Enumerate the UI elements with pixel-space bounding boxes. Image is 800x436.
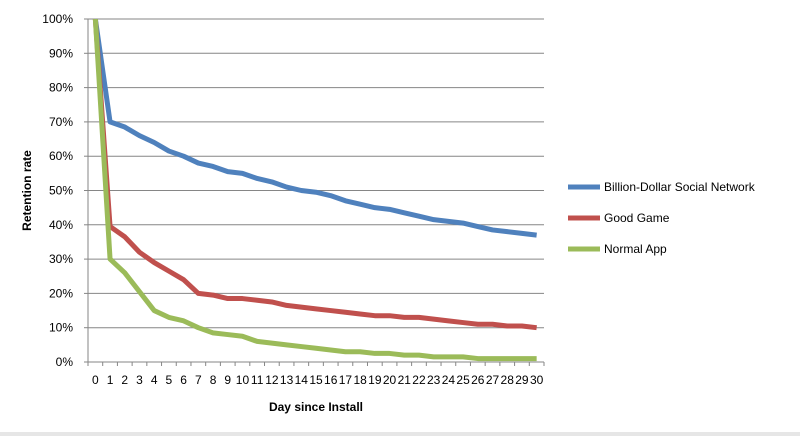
x-tick-label: 0 <box>92 373 99 387</box>
x-tick-label: 1 <box>107 373 114 387</box>
y-tick-label: 40% <box>49 218 73 232</box>
y-tick-label: 90% <box>49 46 73 60</box>
x-axis-title: Day since Install <box>269 400 363 414</box>
x-tick-label: 18 <box>353 373 367 387</box>
y-tick-label: 50% <box>49 184 73 198</box>
x-tick-label: 25 <box>456 373 470 387</box>
x-tick-label: 3 <box>136 373 143 387</box>
x-tick-label: 14 <box>295 373 309 387</box>
axes: 0%10%20%30%40%50%60%70%80%90%100%0 1 2 3 4 5 6… <box>42 12 545 387</box>
x-tick-label: 19 <box>368 373 382 387</box>
series-line-3 <box>92 18 537 362</box>
y-tick-label: 10% <box>49 321 73 335</box>
x-tick-label: 13 <box>280 373 294 387</box>
y-tick-label: 80% <box>49 81 73 95</box>
legend-item: Good Game <box>568 211 670 225</box>
x-tick-label: 2 <box>121 373 128 387</box>
x-tick-label: 22 <box>412 373 426 387</box>
x-tick-label: 28 <box>501 373 515 387</box>
legend-label: Good Game <box>604 211 670 225</box>
y-tick-label: 60% <box>49 149 73 163</box>
x-tick-label: 15 <box>309 373 323 387</box>
legend-label: Normal App <box>604 242 667 256</box>
x-tick-label: 29 <box>515 373 529 387</box>
legend-label: Billion-Dollar Social Network <box>604 180 756 194</box>
y-tick-label: 70% <box>49 115 73 129</box>
x-tick-label: 4 <box>151 373 158 387</box>
series-line-2 <box>92 18 537 331</box>
x-tick-label: 26 <box>471 373 485 387</box>
x-tick-label: 12 <box>265 373 279 387</box>
legend-item: Normal App <box>568 242 667 256</box>
x-tick-label: 23 <box>427 373 441 387</box>
series-lines <box>92 18 537 362</box>
legend: Billion-Dollar Social Network Good Game No… <box>568 180 756 256</box>
x-tick-label: 24 <box>442 373 456 387</box>
y-tick-label: 20% <box>49 286 73 300</box>
x-tick-label: 16 <box>324 373 338 387</box>
x-tick-label: 10 <box>236 373 250 387</box>
x-tick-label: 27 <box>486 373 500 387</box>
y-tick-label: 30% <box>49 252 73 266</box>
x-tick-label: 30 <box>530 373 544 387</box>
x-tick-label: 5 <box>166 373 173 387</box>
x-tick-label: 8 <box>210 373 217 387</box>
series-line-1 <box>92 18 537 238</box>
x-tick-label: 9 <box>224 373 231 387</box>
x-tick-label: 11 <box>251 373 264 387</box>
y-tick-label: 0% <box>56 355 74 369</box>
x-tick-label: 20 <box>383 373 397 387</box>
bottom-edge <box>0 432 800 436</box>
x-tick-label: 6 <box>180 373 187 387</box>
x-tick-label: 7 <box>195 373 202 387</box>
y-tick-label: 100% <box>42 12 73 26</box>
y-axis-title: Retention rate <box>20 150 34 231</box>
x-tick-label: 17 <box>339 373 353 387</box>
legend-item: Billion-Dollar Social Network <box>568 180 756 194</box>
x-tick-label: 21 <box>398 373 412 387</box>
